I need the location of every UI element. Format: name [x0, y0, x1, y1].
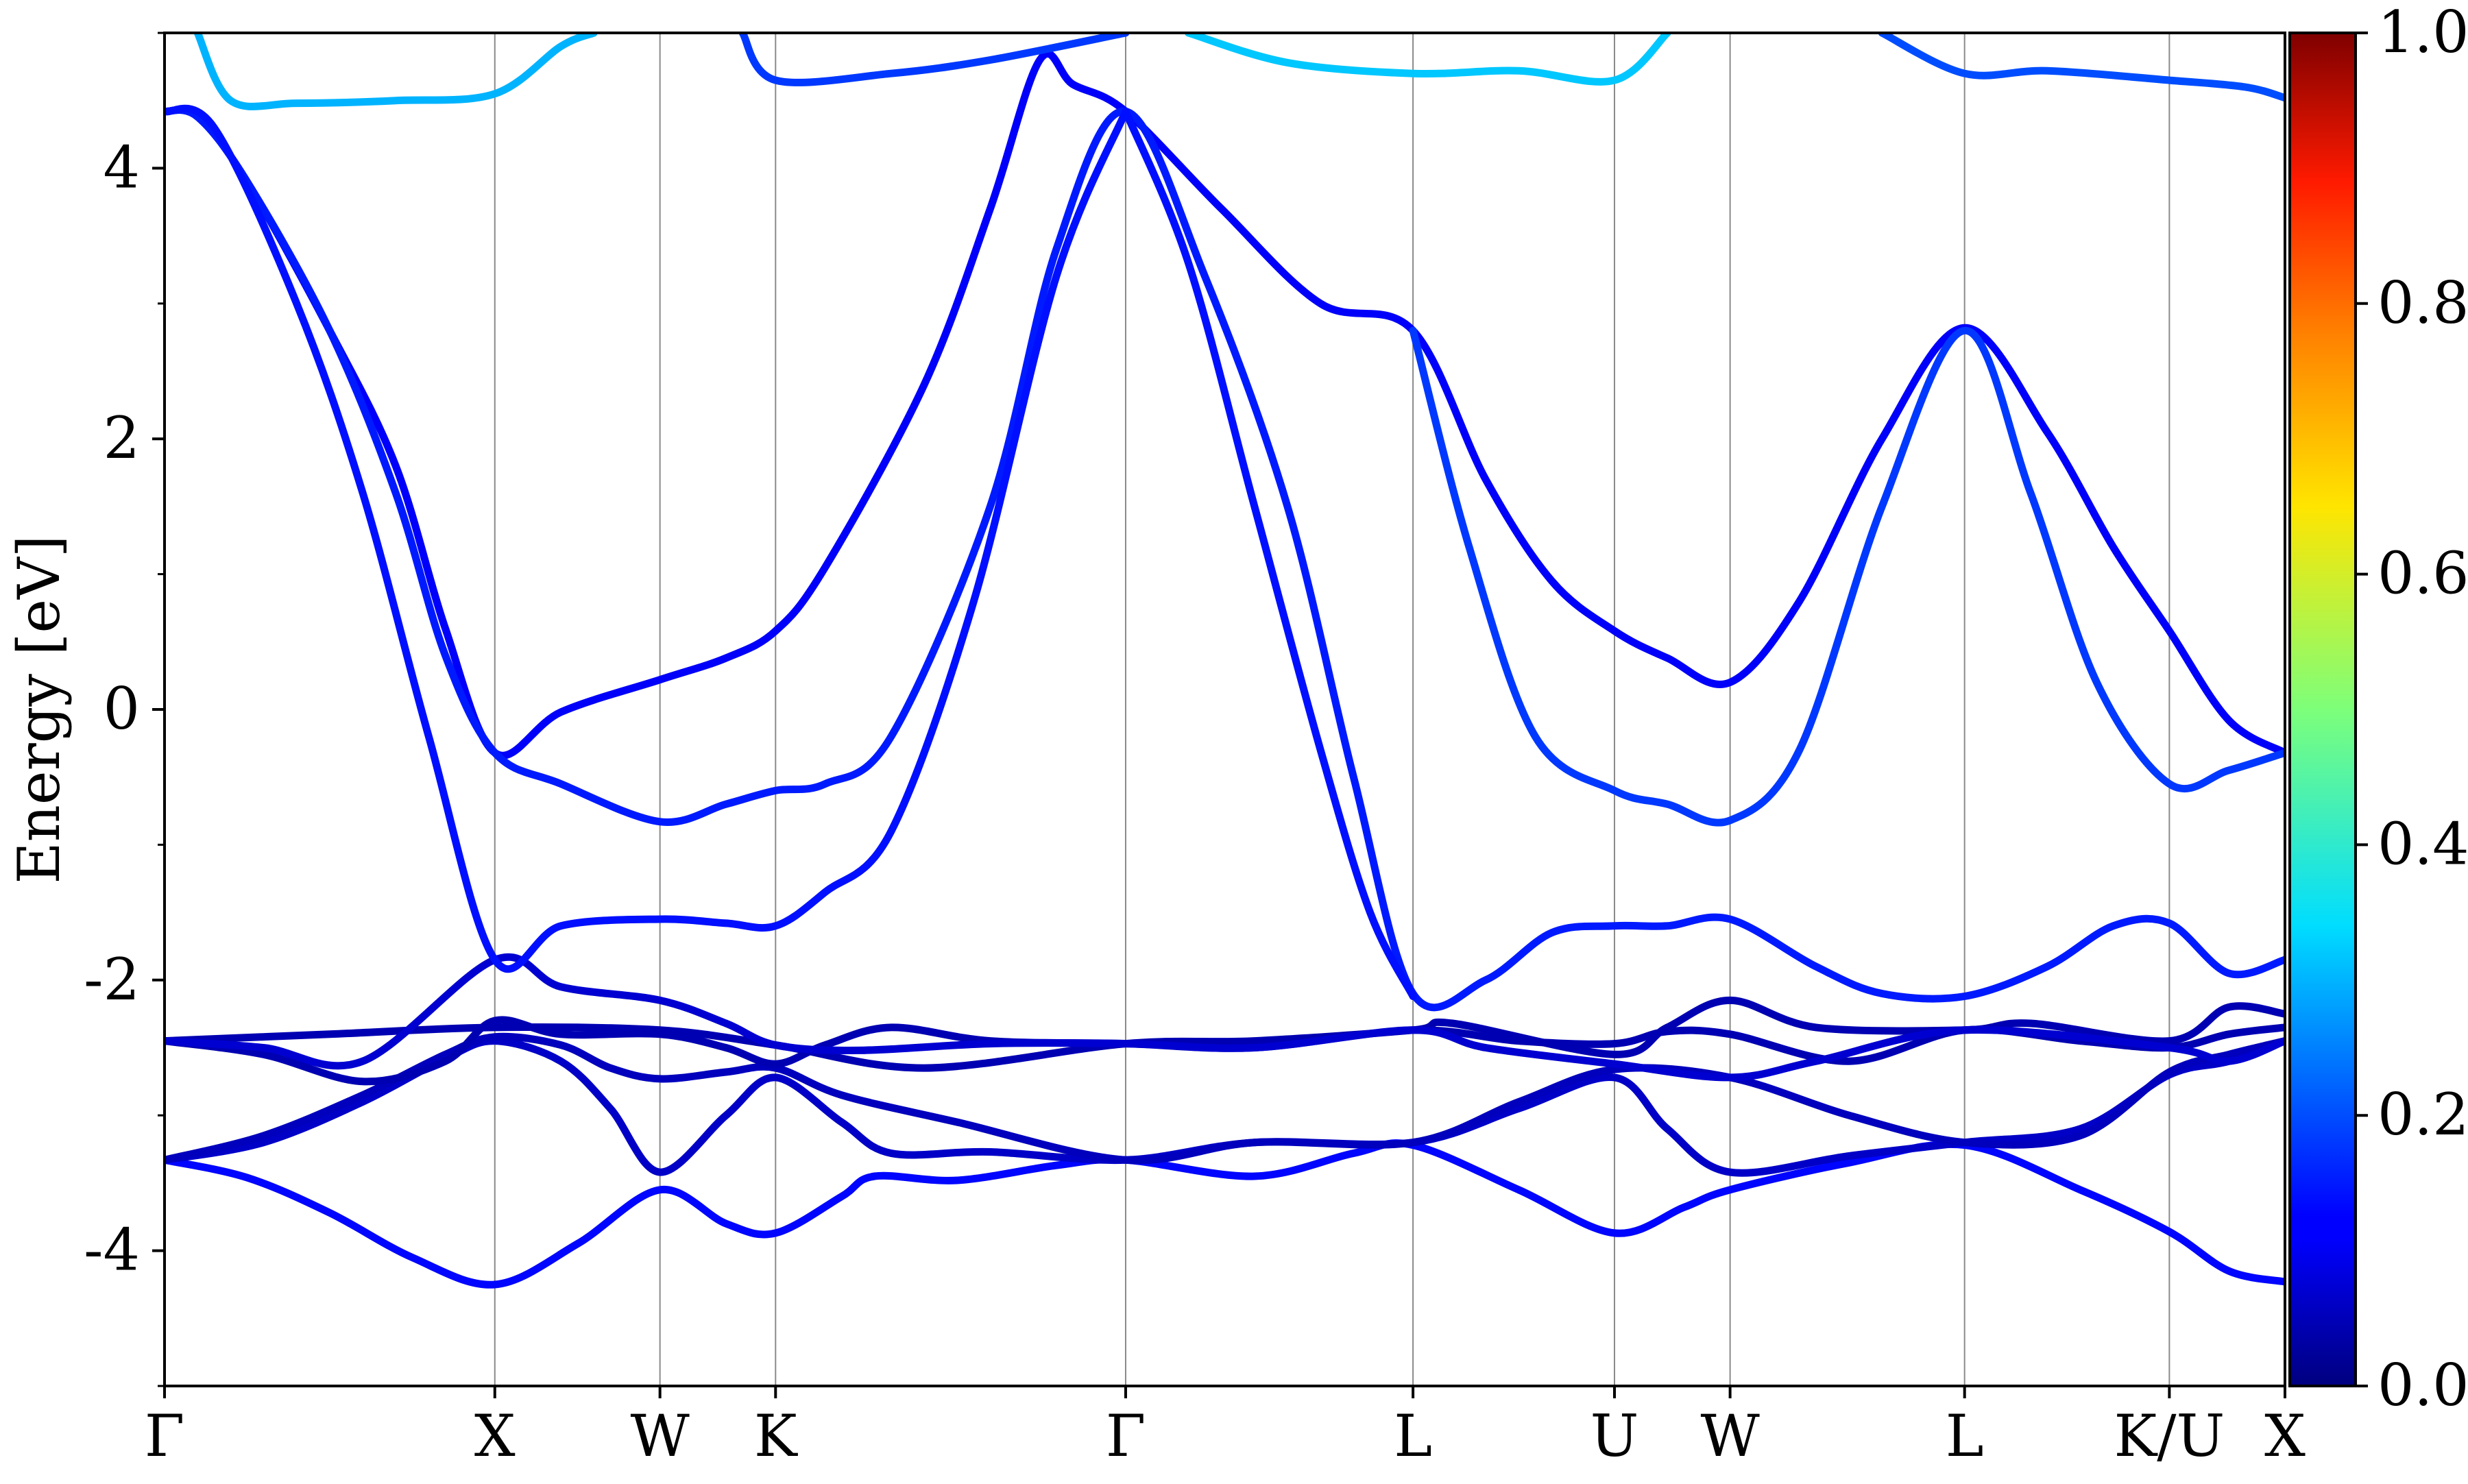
colorbar-gradient: [2288, 32, 2357, 1387]
y-tick-label: 2: [104, 404, 140, 472]
band-line-3: [165, 1032, 2285, 1165]
band-line-13: [738, 33, 1130, 86]
high-symmetry-lines: [494, 33, 2170, 1386]
band-line-11: [1409, 326, 2285, 827]
band-line-10: [1122, 108, 1417, 1000]
y-tick-label: 4: [104, 134, 140, 201]
y-axis: -4 -2 0 2 4: [84, 32, 165, 1387]
band-line-9: [165, 104, 1130, 973]
x-tick-label: X: [474, 1402, 516, 1470]
colorbar-tick-label: 0.0: [2378, 1352, 2468, 1419]
colorbar: 0.0 0.2 0.4 0.6 0.8 1.0: [2288, 0, 2468, 1419]
colorbar-tick-label: 0.2: [2378, 1081, 2468, 1148]
x-tick-label: K: [754, 1402, 799, 1470]
x-tick-label: W: [630, 1402, 690, 1470]
x-tick-label: W: [1700, 1402, 1760, 1470]
x-tick-label: K/U: [2114, 1402, 2225, 1470]
band-line-2: [165, 1037, 2285, 1177]
x-tick-label: L: [1394, 1402, 1432, 1470]
colorbar-tick-label: 0.4: [2378, 810, 2468, 877]
band-line-12: [193, 33, 598, 110]
y-tick-label: -2: [84, 946, 140, 1013]
band-lines: [165, 33, 2285, 1289]
colorbar-tick-label: 0.8: [2378, 269, 2468, 337]
x-tick-label: Γ: [1106, 1402, 1146, 1470]
band-line-15: [1878, 33, 2285, 102]
y-axis-label: Energy [eV]: [5, 535, 73, 884]
band-line-5: [165, 996, 2285, 1072]
band-line-8: [165, 106, 2285, 1012]
band-line-1: [165, 1139, 2285, 1289]
y-tick-label: 0: [104, 675, 140, 742]
colorbar-tick-label: 1.0: [2378, 0, 2468, 66]
x-axis: Γ X W K Γ L U W L K/U X: [145, 1386, 2306, 1470]
plot-frame: [163, 32, 2286, 1387]
x-tick-label: X: [2264, 1402, 2306, 1470]
colorbar-tick-label: 0.6: [2378, 540, 2468, 607]
x-tick-label: Γ: [145, 1402, 184, 1470]
x-tick-label: L: [1946, 1402, 1984, 1470]
y-tick-label: -4: [84, 1217, 140, 1284]
x-tick-label: U: [1590, 1402, 1639, 1470]
colorbar-ticks: 0.0 0.2 0.4 0.6 0.8 1.0: [2356, 0, 2468, 1419]
band-line-6: [165, 953, 2285, 1082]
band-line-14: [1185, 33, 1671, 86]
